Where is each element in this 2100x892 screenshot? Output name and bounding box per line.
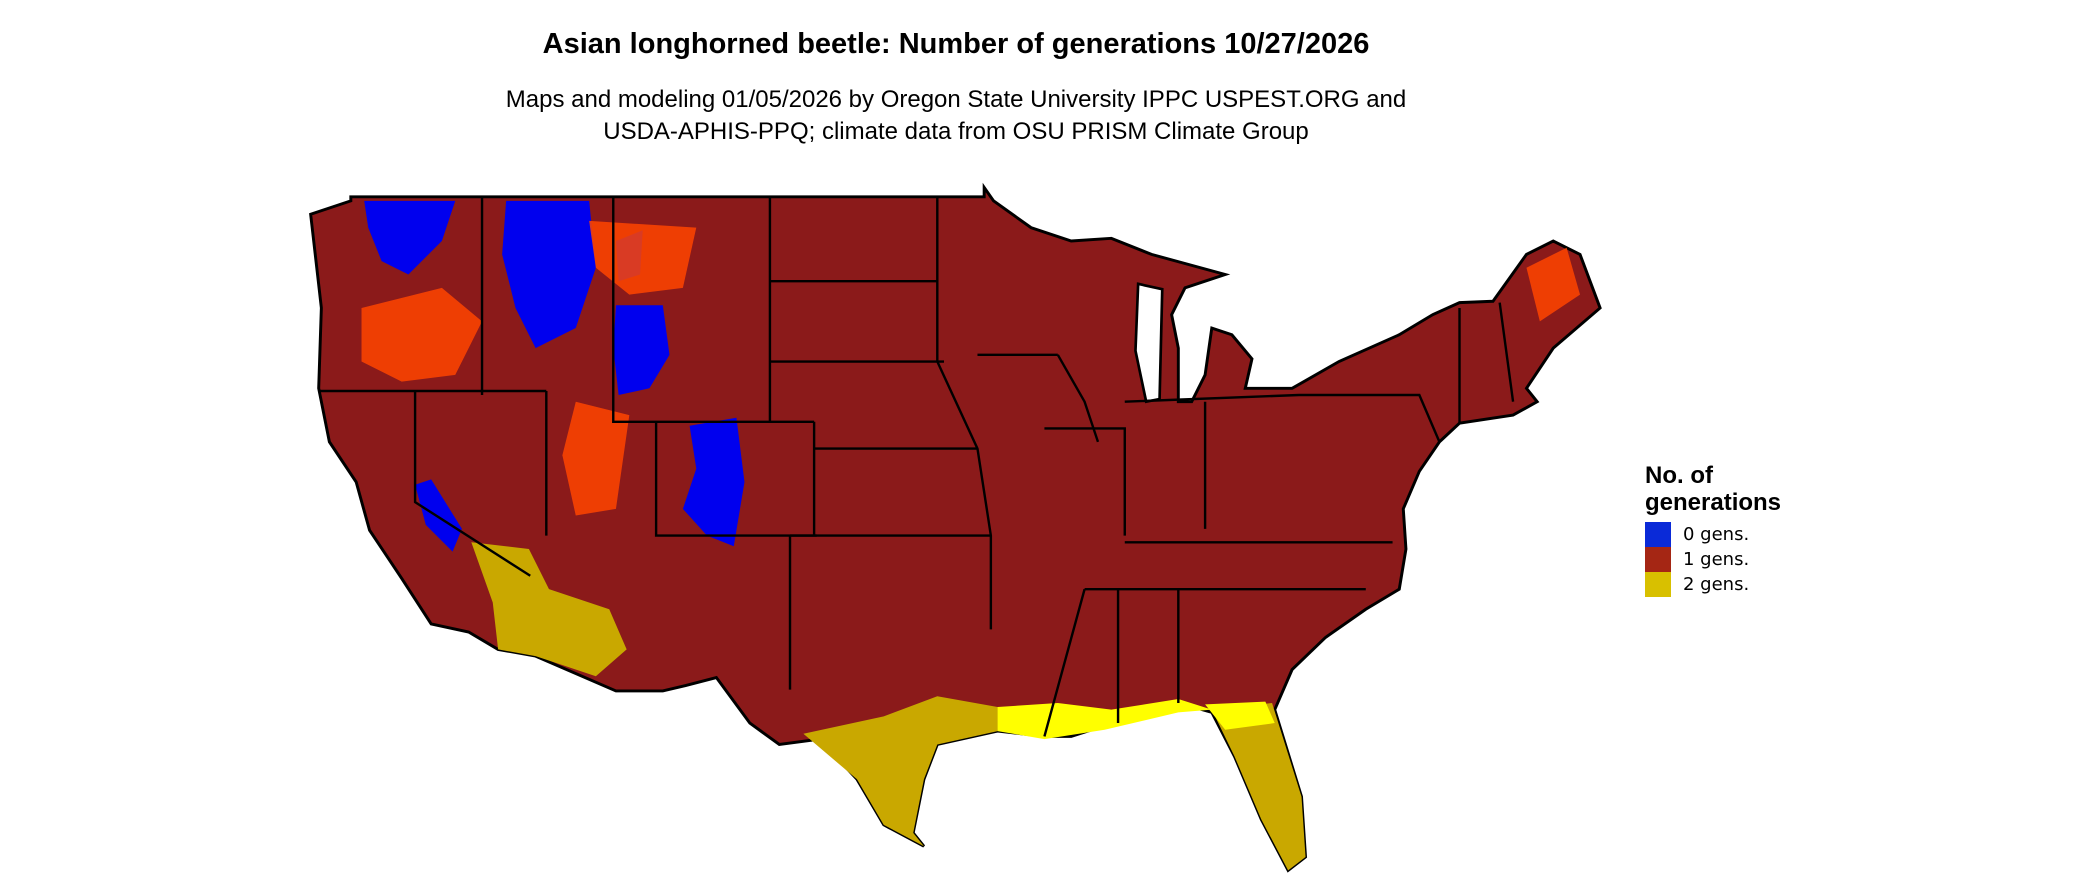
legend-label-2-gens: 2 gens. [1683,574,1750,595]
two-gen-florida [1211,702,1306,871]
legend-item-0-gens: 0 gens. [1645,522,1781,547]
conus-1-gen-area [309,182,1602,873]
legend-item-1-gens: 1 gens. [1645,547,1781,572]
zero-gen-sierra [415,479,462,552]
legend-item-2-gens: 2 gens. [1645,572,1781,597]
zero-gen-areas [364,200,745,552]
legend-swatch-2-gens [1645,572,1671,597]
zero-gen-colorado [682,417,745,547]
map-title: Asian longhorned beetle: Number of gener… [542,28,1370,60]
legend-title-line-2: generations [1645,489,1782,516]
legend-title: No. of generations [1645,462,1781,516]
state-borders [318,196,1515,737]
legend-swatch-0-gens [1645,522,1671,547]
zero-gen-wa-cascades [364,200,456,275]
transition-maine [1526,247,1581,322]
transition-montana [589,220,697,295]
transition-utah [562,401,630,516]
legend-label-0-gens: 0 gens. [1683,524,1750,545]
map-subtitle: Maps and modeling 01/05/2026 by Oregon S… [0,84,1912,148]
legend-title-line-1: No. of [1645,462,1713,489]
subtitle-line-1: Maps and modeling 01/05/2026 by Oregon S… [505,86,1407,113]
zero-gen-wyoming [613,305,670,396]
border-east [1043,302,1515,737]
two-gen-florida-north [1205,701,1275,730]
legend-label-1-gens: 1 gens. [1683,549,1750,570]
map-legend: No. of generations 0 gens. 1 gens. 2 gen… [1645,462,1781,597]
zero-gen-idaho [502,200,596,349]
border-west-1 [318,196,817,577]
legend-swatch-1-gens [1645,547,1671,572]
two-gen-texas-gulf [803,696,998,847]
transition-oregon [361,287,483,382]
two-gen-desert-southwest [471,542,627,677]
subtitle-line-2: USDA-APHIS-PPQ; climate data from OSU PR… [603,118,1309,145]
border-central [769,196,1126,690]
transition-areas [361,220,1581,516]
